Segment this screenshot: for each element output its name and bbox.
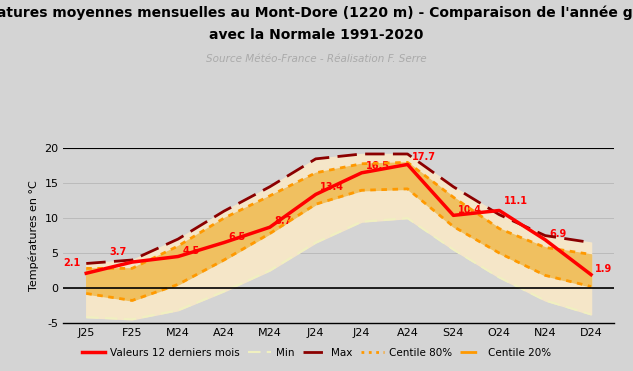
Text: 1.9: 1.9	[595, 264, 613, 274]
Text: 8.7: 8.7	[274, 216, 291, 226]
Text: 6.5: 6.5	[228, 232, 246, 242]
Text: 16.5: 16.5	[366, 161, 390, 171]
Text: 4.5: 4.5	[182, 246, 199, 256]
Text: 13.4: 13.4	[320, 182, 344, 192]
Text: 6.9: 6.9	[549, 229, 567, 239]
Text: Températures moyennes mensuelles au Mont-Dore (1220 m) - Comparaison de l'année : Températures moyennes mensuelles au Mont…	[0, 6, 633, 20]
Text: Source Météo-France - Réalisation F. Serre: Source Météo-France - Réalisation F. Ser…	[206, 54, 427, 64]
Text: 3.7: 3.7	[110, 247, 127, 257]
Legend: Valeurs 12 derniers mois, Min, Max, Centile 80%, Centile 20%: Valeurs 12 derniers mois, Min, Max, Cent…	[77, 344, 556, 362]
Text: avec la Normale 1991-2020: avec la Normale 1991-2020	[210, 28, 423, 42]
Text: 10.4: 10.4	[458, 204, 482, 214]
Y-axis label: Températures en °C: Températures en °C	[28, 180, 39, 291]
Text: 2.1: 2.1	[63, 258, 80, 268]
Text: 17.7: 17.7	[411, 152, 436, 162]
Text: 11.1: 11.1	[503, 196, 527, 206]
